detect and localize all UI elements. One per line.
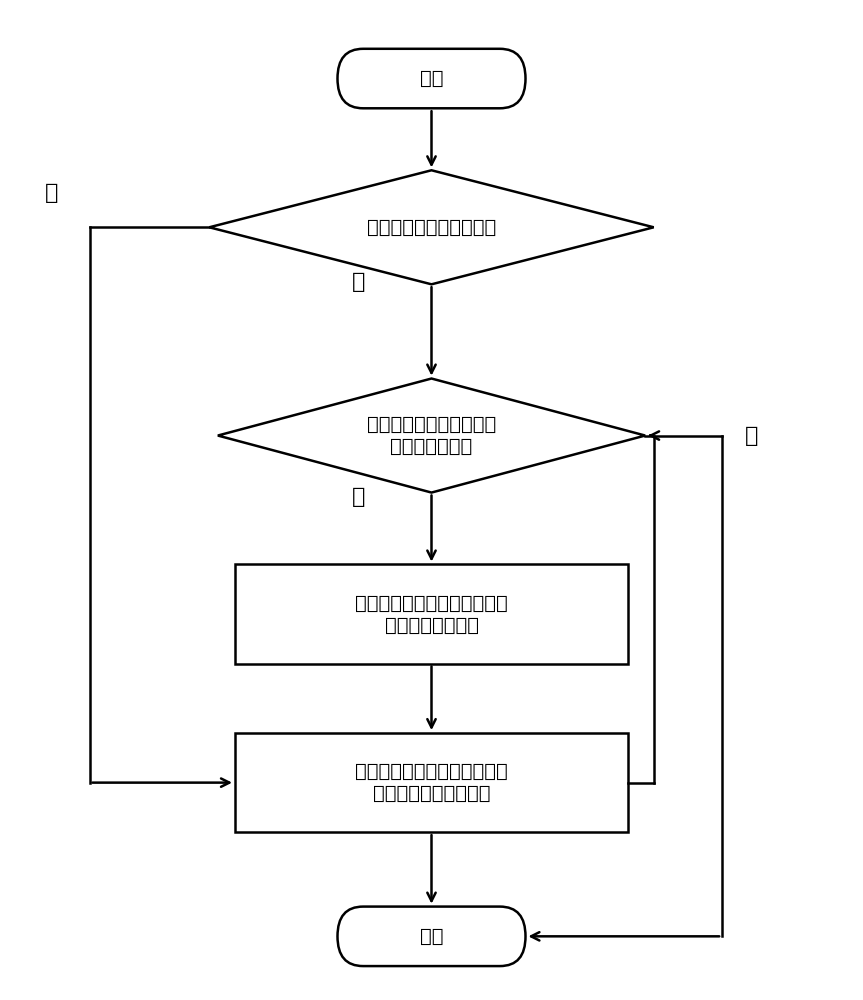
Text: 否: 否: [352, 272, 366, 292]
Bar: [235, 733, 628, 832]
Text: 选取父节点与目标点连线和圆
周的交点为新节点: 选取父节点与目标点连线和圆 周的交点为新节点: [356, 594, 507, 635]
Text: 在圆周上随机选取一个未被障
碍物阻挡的点为新节点: 在圆周上随机选取一个未被障 碍物阻挡的点为新节点: [356, 762, 507, 803]
Polygon shape: [210, 170, 653, 284]
FancyBboxPatch shape: [337, 49, 526, 108]
FancyBboxPatch shape: [337, 907, 526, 966]
Text: 开始: 开始: [419, 69, 444, 88]
Text: 探索区域内是否有目标点: 探索区域内是否有目标点: [367, 218, 496, 237]
Text: 否: 否: [352, 487, 366, 507]
Text: 是: 是: [45, 183, 58, 203]
Polygon shape: [217, 379, 646, 493]
Text: 目标点与父节点的连线是
否被障碍物阻挡: 目标点与父节点的连线是 否被障碍物阻挡: [367, 415, 496, 456]
Text: 结束: 结束: [419, 927, 444, 946]
Text: 是: 是: [746, 426, 759, 446]
Bar: [235, 564, 628, 664]
